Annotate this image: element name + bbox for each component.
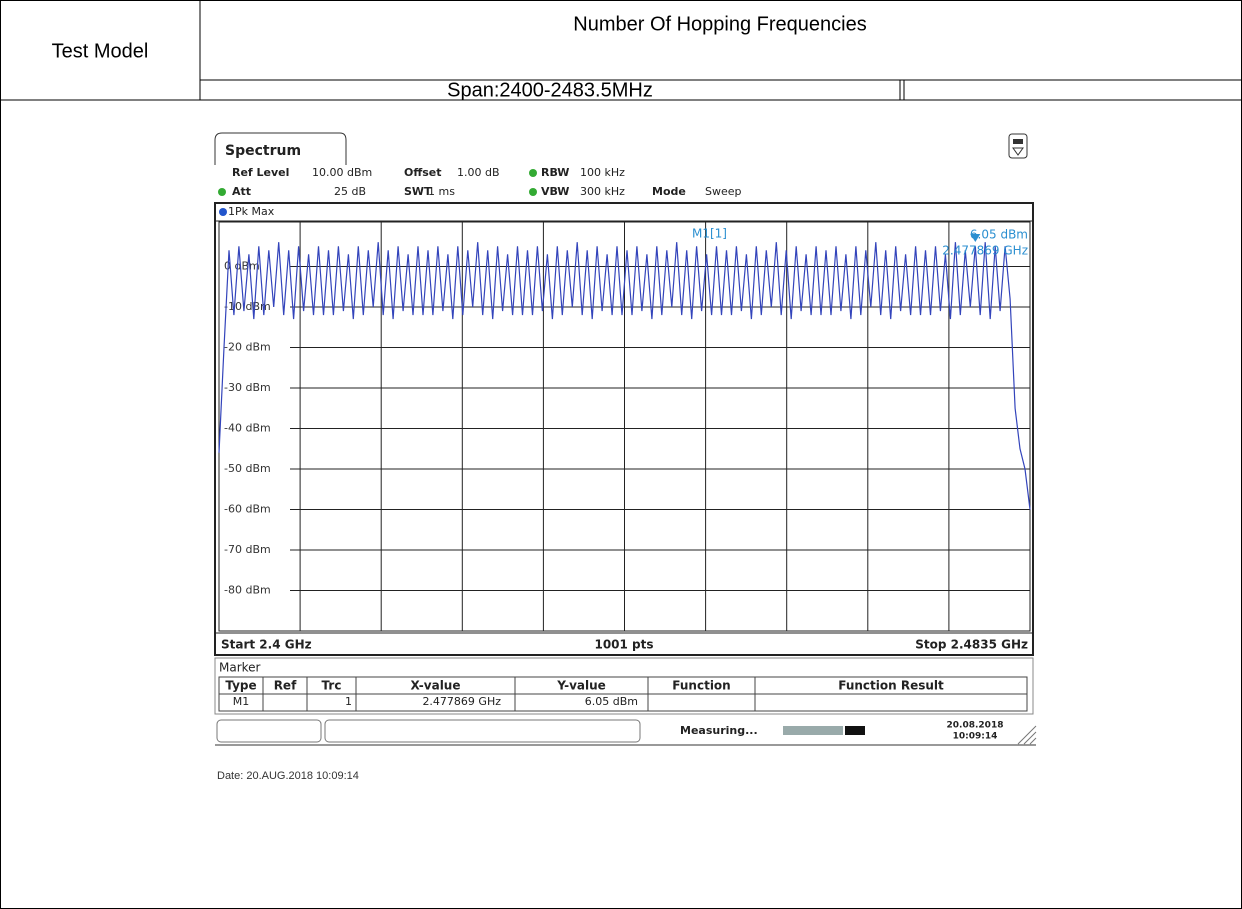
column-header: Function [672, 679, 730, 693]
progress-bar [783, 726, 843, 735]
y-tick-label: -10 dBm [224, 300, 271, 313]
tab [214, 132, 347, 165]
stop: Stop 2.4835 GHz [915, 638, 1028, 652]
setting: 100 kHz [580, 166, 625, 179]
marker-x: 2.477869 GHz [942, 244, 1028, 258]
tab-label: Spectrum [225, 143, 301, 159]
column-header: Y-value [556, 679, 606, 693]
status-box [216, 719, 322, 743]
marker [970, 233, 981, 242]
graph-frame [214, 202, 1034, 656]
grip [1017, 725, 1037, 745]
y-tick-label: -40 dBm [224, 422, 271, 435]
y-tick-label: -70 dBm [224, 543, 271, 556]
column-header: Function Result [838, 679, 944, 693]
status: Measuring... [680, 724, 758, 737]
title: Number Of Hopping Frequencies [573, 13, 866, 35]
status-dot [529, 188, 537, 196]
trace-name: 1Pk Max [228, 205, 275, 218]
marker-panel [214, 657, 1034, 715]
column-header: X-value [411, 679, 461, 693]
icon [1012, 147, 1024, 156]
marker-y: 6.05 dBm [970, 228, 1028, 242]
setting: 10.00 dBm [312, 166, 372, 179]
status-date: 20.08.2018 [947, 721, 1004, 731]
setting: SWT [404, 185, 432, 198]
date-line: Date: 20.AUG.2018 10:09:14 [217, 770, 359, 782]
setting: Mode [652, 185, 686, 198]
setting: Att [232, 185, 251, 198]
y-tick-label: -50 dBm [224, 462, 271, 475]
y-tick-label: -20 dBm [224, 341, 271, 354]
column-header: Type [225, 679, 256, 693]
start: Start 2.4 GHz [221, 638, 312, 652]
progress [783, 726, 865, 735]
setting: VBW [541, 185, 569, 198]
setting: 1 ms [428, 185, 455, 198]
marker-cell: M1 [233, 695, 250, 708]
column-header: Ref [274, 679, 297, 693]
span: Span:2400-2483.5MHz [447, 79, 653, 101]
marker-title: Marker [219, 661, 261, 675]
y-tick-label: -60 dBm [224, 503, 271, 516]
trace-dot [219, 208, 227, 216]
marker-label: M1[1] [692, 227, 727, 241]
marker-cell: 1 [345, 695, 352, 708]
progress-bar [845, 726, 865, 735]
marker-cell: 6.05 dBm [585, 695, 638, 708]
status-dot [529, 169, 537, 177]
y-tick-label: -80 dBm [224, 584, 271, 597]
setting: Sweep [705, 185, 742, 198]
column-header: Trc [322, 679, 342, 693]
setting: Ref Level [232, 166, 289, 179]
trace [218, 242, 1031, 510]
y-tick-label: 0 dBm [224, 260, 260, 273]
setting: Offset [404, 166, 442, 179]
setting: 300 kHz [580, 185, 625, 198]
status-box [324, 719, 641, 743]
setting: 25 dB [334, 185, 366, 198]
status-dot [218, 188, 226, 196]
setting: RBW [541, 166, 569, 179]
marker-cell: 2.477869 GHz [422, 695, 501, 708]
setting: 1.00 dB [457, 166, 500, 179]
points: 1001 pts [594, 638, 653, 652]
status-time: 10:09:14 [953, 732, 998, 742]
icon [1013, 139, 1023, 144]
test-model-label: Test Model [52, 40, 149, 62]
y-tick-label: -30 dBm [224, 381, 271, 394]
